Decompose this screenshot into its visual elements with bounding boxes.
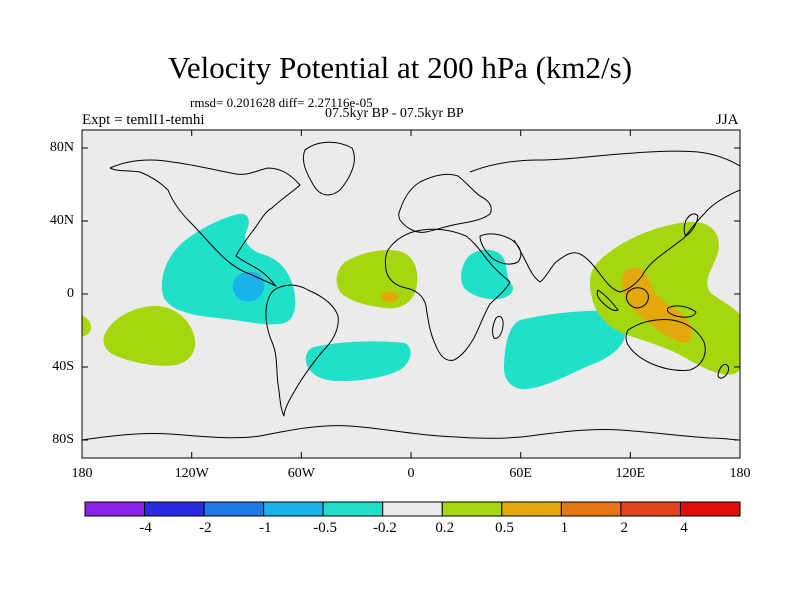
chart-title: Velocity Potential at 200 hPa (km2/s) (167, 50, 633, 85)
colorbar-label: 0.5 (495, 520, 514, 536)
coast-madagascar (492, 315, 504, 339)
colorbar-box (203, 501, 265, 517)
colorbar-label: -1 (259, 520, 272, 536)
region-west-pacific-green (590, 221, 740, 375)
coast-europe (398, 173, 492, 233)
coast-south-america (265, 284, 339, 417)
coast-new-guinea (667, 305, 697, 318)
colorbar-box (501, 501, 562, 517)
lon-label-60e: 60E (509, 466, 532, 481)
coast-greenland (302, 141, 355, 196)
experiment-label: Expt = temlI1-temhi (82, 112, 205, 128)
colorbar (84, 501, 741, 517)
coast-australia (625, 319, 706, 371)
coast-borneo (625, 287, 649, 309)
region-atlantic-africa-green (336, 250, 418, 309)
lat-label-40s: 40S (52, 359, 74, 374)
colorbar-box (620, 501, 681, 517)
colorbar-label: 2 (620, 520, 628, 536)
coast-africa (384, 228, 511, 361)
colorbar-box (84, 501, 146, 517)
lon-label-180e: 180 (729, 466, 751, 481)
lat-label-40n: 40N (49, 213, 74, 228)
coast-japan (683, 213, 699, 237)
region-far-west-green (82, 315, 92, 337)
colorbar-box (560, 501, 622, 517)
period-subtitle: 07.5kyr BP - 07.5kyr BP (325, 106, 464, 121)
colorbar-box (322, 501, 384, 517)
season-label: JJA (716, 112, 739, 128)
region-south-atlantic-teal (305, 341, 411, 382)
lat-label-80n: 80N (49, 140, 74, 155)
colorbar-box (441, 501, 503, 517)
colorbar-label: -4 (139, 520, 152, 536)
region-maritime-orange (621, 267, 692, 343)
colorbar-box (144, 501, 205, 517)
colorbar-label: 1 (560, 520, 569, 536)
anomaly-shading (82, 141, 740, 441)
region-east-pacific-teal (161, 213, 296, 325)
coast-north-america (109, 159, 301, 287)
colorbar-label: -0.2 (373, 520, 397, 536)
rmsd-diff-stats: rmsd= 0.201628 diff= 2.27116e-05 (190, 95, 373, 110)
coast-sumatra (596, 289, 619, 311)
lon-label-0: 0 (407, 466, 415, 481)
region-atlantic-orange-dot (380, 291, 399, 303)
lon-label-120w: 120W (174, 466, 209, 481)
lon-label-120e: 120E (615, 466, 646, 481)
axis-ticks (81, 130, 740, 458)
coastlines (82, 141, 740, 441)
colorbar-box (679, 501, 741, 517)
lat-label-80s: 80S (52, 432, 74, 447)
colorbar-box (263, 501, 324, 517)
colorbar-box (382, 501, 443, 517)
coast-new-zealand (717, 363, 729, 379)
region-south-pacific-green (103, 305, 196, 366)
region-south-indian-teal (503, 310, 626, 390)
colorbar-label: 4 (680, 520, 688, 536)
colorbar-label: -2 (199, 520, 212, 536)
coast-antarctica (82, 425, 740, 441)
lon-label-60w: 60W (287, 466, 315, 481)
lon-label-180w: 180 (71, 466, 93, 481)
region-east-pacific-blue (232, 271, 265, 302)
lat-label-eq: 0 (67, 286, 74, 301)
coast-arabia (479, 233, 522, 265)
colorbar-label: -0.5 (313, 520, 337, 536)
colorbar-label: 0.2 (435, 520, 455, 536)
